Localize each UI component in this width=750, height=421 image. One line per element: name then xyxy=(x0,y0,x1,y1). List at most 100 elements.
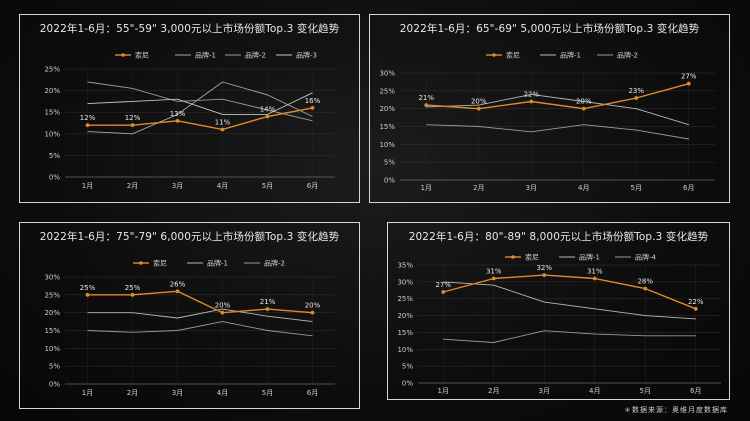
data-label: 20% xyxy=(215,302,231,310)
data-label: 25% xyxy=(125,284,141,292)
x-tick-label: 4月 xyxy=(217,182,228,190)
y-tick-label: 25% xyxy=(44,291,60,299)
chart-title: 2022年1-6月：55"-59" 3,000元以上市场份额Top.3 变化趋势 xyxy=(39,23,340,35)
x-tick-label: 4月 xyxy=(217,389,228,397)
data-label: 13% xyxy=(170,110,186,118)
y-tick-label: 15% xyxy=(44,109,60,117)
legend-marker xyxy=(511,255,515,259)
chart-panel-80-89: 2022年1-6月：80"-89" 8,000元以上市场份额Top.3 变化趋势… xyxy=(387,222,730,400)
data-point xyxy=(592,276,597,281)
data-point xyxy=(441,290,446,294)
y-tick-label: 35% xyxy=(397,262,413,270)
x-tick-label: 2月 xyxy=(127,389,138,397)
data-source-note: ＊数据来源：奥维月度数据库 xyxy=(624,406,728,414)
y-tick-label: 15% xyxy=(397,329,413,337)
legend-label: 品牌-2 xyxy=(245,51,266,60)
line-chart: 0% 5% 10% 15% 20% 25% 30% 35% 1月 2月 3月 4月 5月 6月 索尼 品牌-1… xyxy=(397,253,721,395)
y-tick-label: 10% xyxy=(44,130,60,138)
data-point xyxy=(220,310,225,315)
x-tick-label: 6月 xyxy=(683,184,694,192)
data-label: 27% xyxy=(435,281,451,289)
legend-marker xyxy=(139,261,143,265)
data-label: 20% xyxy=(305,302,321,310)
x-tick-label: 6月 xyxy=(307,182,318,190)
line-chart: 0% 5% 10% 15% 20% 25% 1月 2月 3月 4月 5月 6月 索尼 品牌-1 品牌-2 品牌… xyxy=(44,51,335,190)
data-point xyxy=(686,81,691,86)
legend-marker xyxy=(121,53,125,57)
data-label: 32% xyxy=(536,264,552,272)
data-point xyxy=(529,99,534,104)
chart-panel-75-79: 2022年1-6月：75"-79" 6,000元以上市场份额Top.3 变化趋势… xyxy=(19,222,360,409)
data-point xyxy=(542,273,547,278)
x-tick-label: 2月 xyxy=(127,182,138,190)
data-label: 28% xyxy=(637,278,653,286)
data-label: 12% xyxy=(125,114,141,122)
legend-label: 索尼 xyxy=(135,51,149,60)
data-point xyxy=(424,103,429,107)
series-line-品牌-1 xyxy=(87,308,313,323)
data-point xyxy=(265,114,270,119)
chart-title: 2022年1-6月：75"-79" 6,000元以上市场份额Top.3 变化趋势 xyxy=(39,231,340,243)
data-point xyxy=(693,306,698,311)
data-point xyxy=(85,123,90,128)
x-tick-label: 4月 xyxy=(589,387,600,395)
y-tick-label: 10% xyxy=(397,346,413,354)
x-tick-label: 3月 xyxy=(539,387,550,395)
data-label: 31% xyxy=(587,267,603,275)
x-tick-label: 1月 xyxy=(82,182,93,190)
data-point xyxy=(634,96,639,100)
y-tick-label: 0% xyxy=(49,174,60,182)
chart-panel-55-59: 2022年1-6月：55"-59" 3,000元以上市场份额Top.3 变化趋势… xyxy=(19,14,360,203)
data-label: 26% xyxy=(170,280,186,288)
data-point xyxy=(85,292,90,297)
data-point xyxy=(220,127,225,132)
y-tick-label: 0% xyxy=(49,381,60,389)
y-tick-label: 0% xyxy=(402,380,413,388)
data-point xyxy=(643,286,648,291)
series-line-品牌-1 xyxy=(87,81,313,135)
y-tick-label: 20% xyxy=(397,312,413,320)
legend-label: 索尼 xyxy=(506,51,520,60)
y-tick-label: 10% xyxy=(379,141,395,149)
y-tick-label: 25% xyxy=(397,295,413,303)
data-label: 31% xyxy=(486,267,502,275)
y-tick-label: 5% xyxy=(49,152,60,160)
legend-label: 品牌-1 xyxy=(195,51,216,60)
data-point xyxy=(130,292,135,297)
data-label: 16% xyxy=(305,97,321,105)
x-tick-label: 3月 xyxy=(526,184,537,192)
series-line-品牌-2 xyxy=(87,81,313,122)
legend-marker xyxy=(492,53,496,57)
data-label: 21% xyxy=(418,94,434,102)
series-line-品牌-2 xyxy=(87,321,313,337)
y-tick-label: 30% xyxy=(379,70,395,78)
x-tick-label: 6月 xyxy=(307,389,318,397)
x-tick-label: 2月 xyxy=(488,387,499,395)
data-label: 27% xyxy=(681,73,697,81)
data-label: 11% xyxy=(215,118,231,126)
data-label: 23% xyxy=(628,87,644,95)
x-tick-label: 2月 xyxy=(473,184,484,192)
x-tick-label: 1月 xyxy=(82,389,93,397)
x-tick-label: 3月 xyxy=(172,182,183,190)
chart-title: 2022年1-6月：80"-89" 8,000元以上市场份额Top.3 变化趋势 xyxy=(408,231,709,243)
series-line-索尼 xyxy=(426,83,689,110)
y-tick-label: 5% xyxy=(384,159,395,167)
data-point xyxy=(130,123,135,128)
x-tick-label: 5月 xyxy=(640,387,651,395)
y-tick-label: 15% xyxy=(44,327,60,335)
y-tick-label: 20% xyxy=(379,105,395,113)
legend-label: 品牌-1 xyxy=(560,51,581,60)
series-line-索尼 xyxy=(87,290,313,314)
y-tick-label: 30% xyxy=(44,274,60,282)
y-tick-label: 5% xyxy=(49,363,60,371)
series-line-品牌-2 xyxy=(426,124,689,140)
data-point xyxy=(581,106,586,111)
line-chart: 0% 5% 10% 15% 20% 25% 30% 1月 2月 3月 4月 5月 6月 索尼 品牌-1 品牌-… xyxy=(44,259,335,397)
data-point xyxy=(310,105,315,110)
data-label: 21% xyxy=(260,298,276,306)
data-label: 20% xyxy=(576,98,592,106)
data-label: 20% xyxy=(471,98,487,106)
series-line-索尼 xyxy=(443,274,697,310)
